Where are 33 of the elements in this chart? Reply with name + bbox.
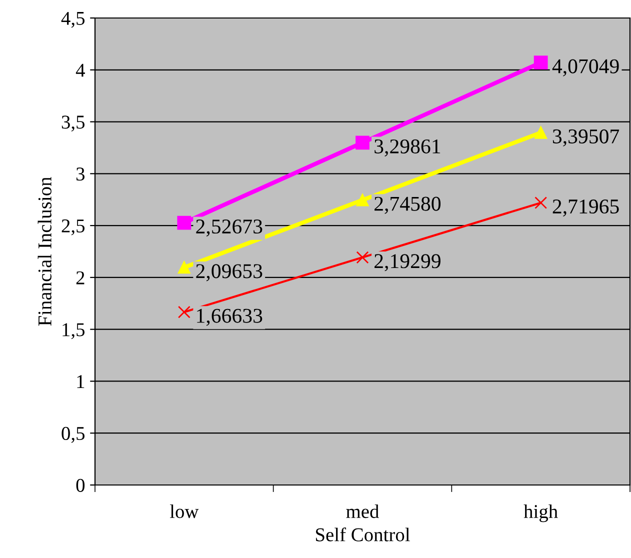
y-tick-label: 3,5 <box>62 116 85 132</box>
data-label: 3,29861 <box>374 139 440 156</box>
point <box>534 196 548 210</box>
data-label: 1,66633 <box>197 308 262 326</box>
data-label: 2,19299 <box>374 254 440 272</box>
x-axis-title: Self Control <box>316 527 410 542</box>
point <box>177 216 192 230</box>
y-tick-label: 2,5 <box>62 219 85 236</box>
data-label: 2,71965 <box>552 200 619 217</box>
y-tick-label: 2 <box>76 271 84 284</box>
point <box>356 194 369 206</box>
data-label: 3,39507 <box>552 129 620 146</box>
x-tick-label: med <box>346 504 379 518</box>
y-axis-title: Financial Inclusion <box>38 177 52 326</box>
x-tick-label: low <box>170 504 199 518</box>
data-label: 4,07049 <box>552 59 619 76</box>
y-tick-label: 4 <box>76 64 85 77</box>
data-label: 2,52673 <box>196 220 262 237</box>
y-tick-label: 1 <box>77 375 84 388</box>
y-tick-label: 3 <box>76 168 85 181</box>
y-tick-label: 0 <box>76 478 85 492</box>
point <box>178 261 190 274</box>
data-label: 2,74580 <box>374 196 441 214</box>
point <box>356 251 369 264</box>
data-label: 2,09653 <box>196 264 262 282</box>
y-tick-label: 0,5 <box>62 426 85 443</box>
point <box>534 126 548 139</box>
y-tick-label: 1,5 <box>62 323 85 340</box>
x-tick-label: high <box>524 504 558 522</box>
point <box>178 306 190 318</box>
point <box>356 136 370 150</box>
point <box>534 56 548 70</box>
y-tick-label: 4,5 <box>61 12 85 28</box>
